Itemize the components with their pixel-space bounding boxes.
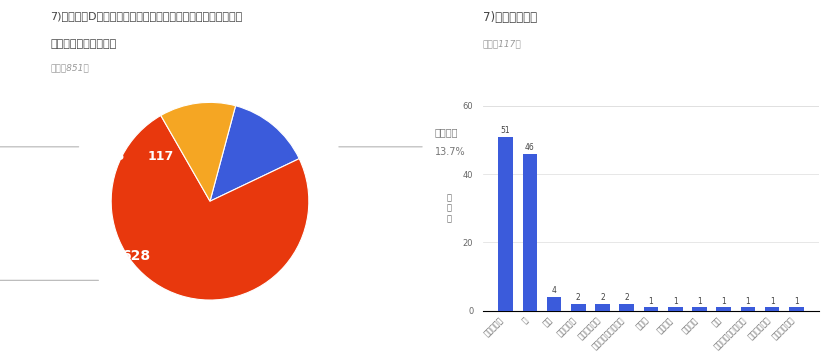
Text: 1: 1: [722, 297, 726, 305]
Wedge shape: [210, 106, 299, 201]
Text: 628: 628: [121, 249, 150, 263]
Text: 2: 2: [576, 293, 580, 302]
Bar: [790, 307, 804, 311]
Text: 総数：117人: 総数：117人: [483, 39, 522, 48]
Text: ださい。（自由回答）: ださい。（自由回答）: [50, 39, 117, 49]
Bar: [596, 304, 610, 311]
Text: 117: 117: [148, 150, 174, 163]
Text: 1: 1: [769, 297, 774, 305]
Text: 総数：851人: 総数：851人: [50, 64, 89, 72]
Bar: [668, 307, 683, 311]
Text: 2: 2: [600, 293, 605, 302]
Wedge shape: [111, 115, 309, 300]
Text: 1: 1: [697, 297, 702, 305]
Bar: [571, 304, 585, 311]
Bar: [547, 297, 561, 311]
Text: 2: 2: [624, 293, 629, 302]
Bar: [498, 137, 512, 311]
Text: 51: 51: [501, 126, 511, 135]
Text: 4: 4: [552, 286, 556, 295]
Bar: [692, 307, 706, 311]
Bar: [741, 307, 755, 311]
Text: 7)記載内容一覧: 7)記載内容一覧: [483, 11, 537, 24]
Bar: [717, 307, 731, 311]
Bar: [619, 304, 634, 311]
Text: 46: 46: [525, 143, 535, 152]
Bar: [643, 307, 659, 311]
Wedge shape: [160, 102, 235, 201]
Text: 13.7%: 13.7%: [435, 147, 465, 157]
Text: 7)ビタミンDの主な役割について、知っていることを教えてく: 7)ビタミンDの主な役割について、知っていることを教えてく: [50, 11, 243, 20]
Text: 1: 1: [794, 297, 799, 305]
Bar: [765, 307, 780, 311]
Text: 記載あり: 記載あり: [435, 127, 459, 137]
Bar: [522, 154, 537, 311]
Text: 1: 1: [673, 297, 678, 305]
Text: 106: 106: [98, 150, 124, 163]
Y-axis label: 回
答
数: 回 答 数: [446, 193, 451, 223]
Text: 1: 1: [648, 297, 654, 305]
Text: 1: 1: [746, 297, 750, 305]
